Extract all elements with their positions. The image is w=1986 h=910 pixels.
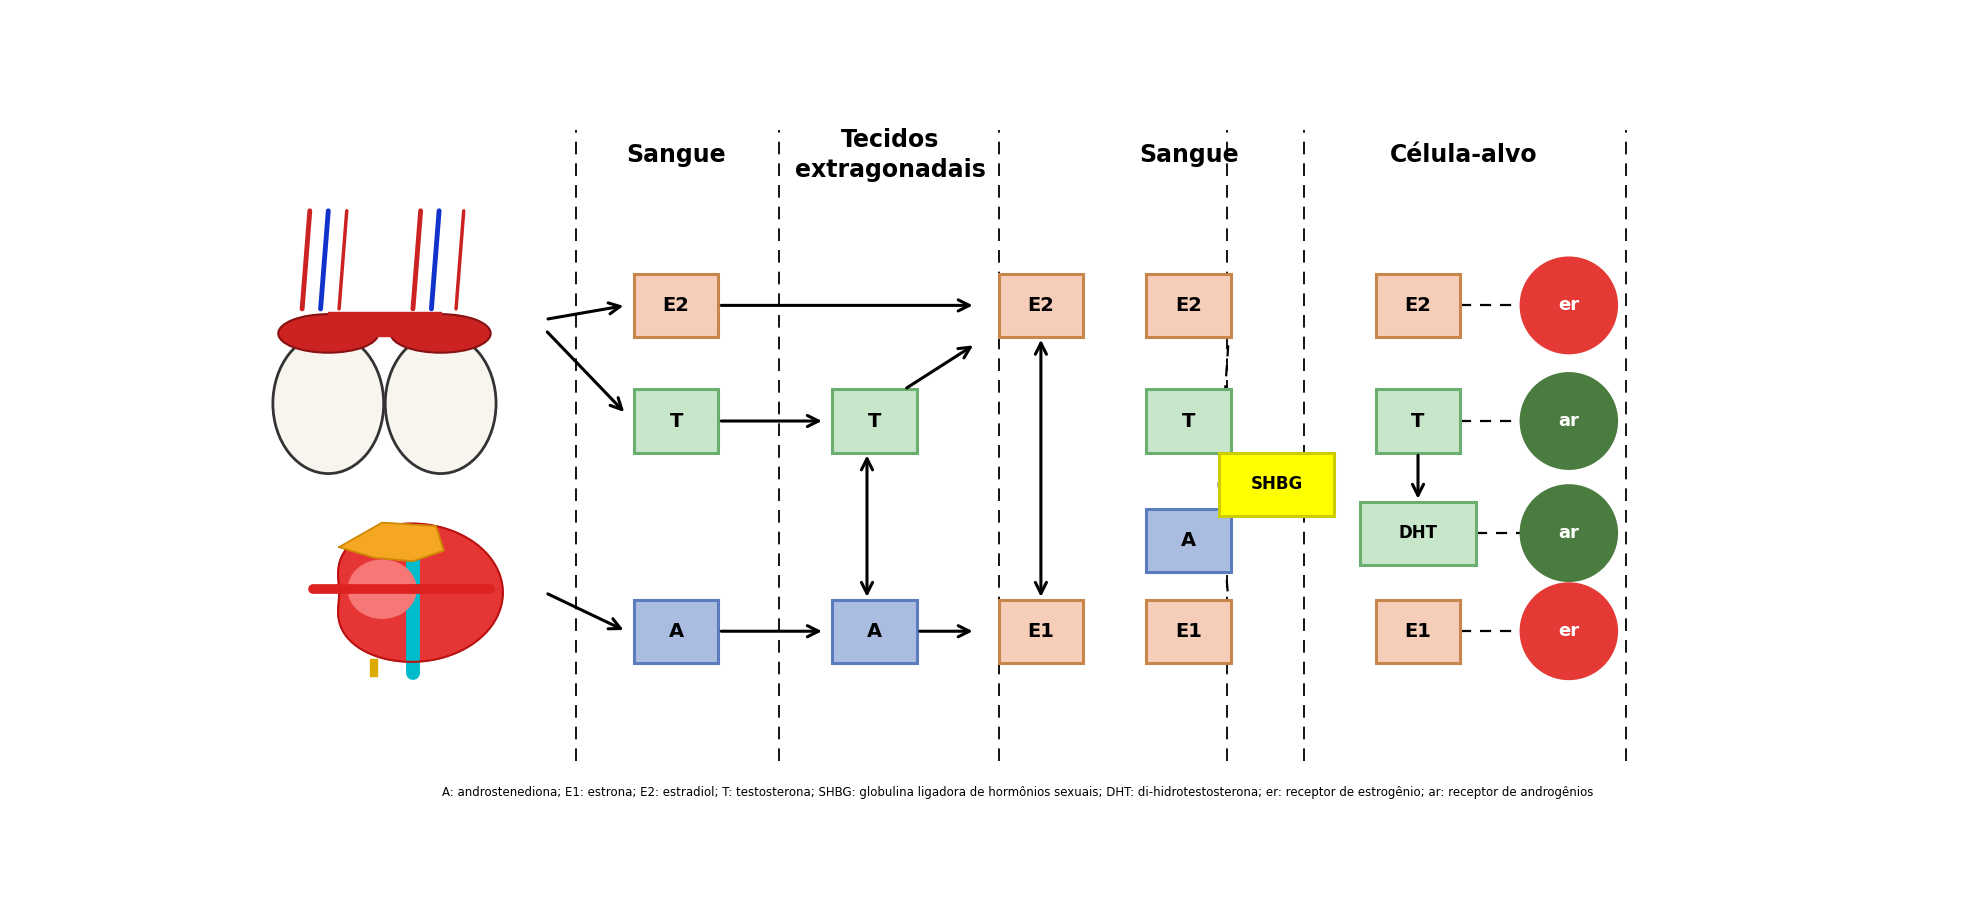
FancyBboxPatch shape xyxy=(1376,389,1460,452)
Text: A: androstenediona; E1: estrona; E2: estradiol; T: testosterona; SHBG: globulina: A: androstenediona; E1: estrona; E2: est… xyxy=(443,786,1593,799)
Text: E2: E2 xyxy=(1027,296,1055,315)
Text: Célula-alvo: Célula-alvo xyxy=(1390,143,1537,167)
Text: Sangue: Sangue xyxy=(626,143,727,167)
FancyBboxPatch shape xyxy=(832,389,918,452)
FancyBboxPatch shape xyxy=(1360,501,1476,564)
Ellipse shape xyxy=(391,314,491,353)
FancyBboxPatch shape xyxy=(999,274,1082,337)
Text: A: A xyxy=(669,622,683,641)
Text: E1: E1 xyxy=(1176,622,1202,641)
Polygon shape xyxy=(338,523,502,662)
Text: DHT: DHT xyxy=(1398,524,1438,542)
Ellipse shape xyxy=(1519,257,1619,354)
Text: ar: ar xyxy=(1559,524,1579,542)
FancyBboxPatch shape xyxy=(1146,274,1231,337)
FancyBboxPatch shape xyxy=(832,600,918,662)
Ellipse shape xyxy=(1519,582,1619,680)
Text: A: A xyxy=(1182,531,1196,550)
Text: T: T xyxy=(1182,411,1196,430)
FancyBboxPatch shape xyxy=(1376,600,1460,662)
Text: T: T xyxy=(1412,411,1424,430)
Ellipse shape xyxy=(385,333,496,473)
FancyBboxPatch shape xyxy=(999,600,1082,662)
FancyBboxPatch shape xyxy=(1376,274,1460,337)
Text: Tecidos
extragonadais: Tecidos extragonadais xyxy=(794,128,985,182)
FancyBboxPatch shape xyxy=(1146,389,1231,452)
FancyBboxPatch shape xyxy=(1219,452,1335,516)
Text: er: er xyxy=(1559,297,1579,314)
Ellipse shape xyxy=(272,333,383,473)
FancyBboxPatch shape xyxy=(634,600,719,662)
Ellipse shape xyxy=(1519,484,1619,582)
Text: ar: ar xyxy=(1559,412,1579,430)
Text: SHBG: SHBG xyxy=(1251,475,1303,493)
Text: E1: E1 xyxy=(1027,622,1055,641)
Text: E1: E1 xyxy=(1404,622,1432,641)
Text: A: A xyxy=(868,622,882,641)
Text: T: T xyxy=(669,411,683,430)
FancyBboxPatch shape xyxy=(1146,509,1231,571)
Text: er: er xyxy=(1559,622,1579,641)
Text: E2: E2 xyxy=(1404,296,1432,315)
FancyBboxPatch shape xyxy=(634,274,719,337)
Polygon shape xyxy=(340,522,443,561)
FancyBboxPatch shape xyxy=(1146,600,1231,662)
Text: Sangue: Sangue xyxy=(1138,143,1239,167)
Ellipse shape xyxy=(1519,372,1619,470)
Text: E2: E2 xyxy=(1176,296,1202,315)
Ellipse shape xyxy=(278,314,377,353)
Text: T: T xyxy=(868,411,882,430)
FancyBboxPatch shape xyxy=(634,389,719,452)
Ellipse shape xyxy=(348,560,417,619)
Text: E2: E2 xyxy=(663,296,689,315)
